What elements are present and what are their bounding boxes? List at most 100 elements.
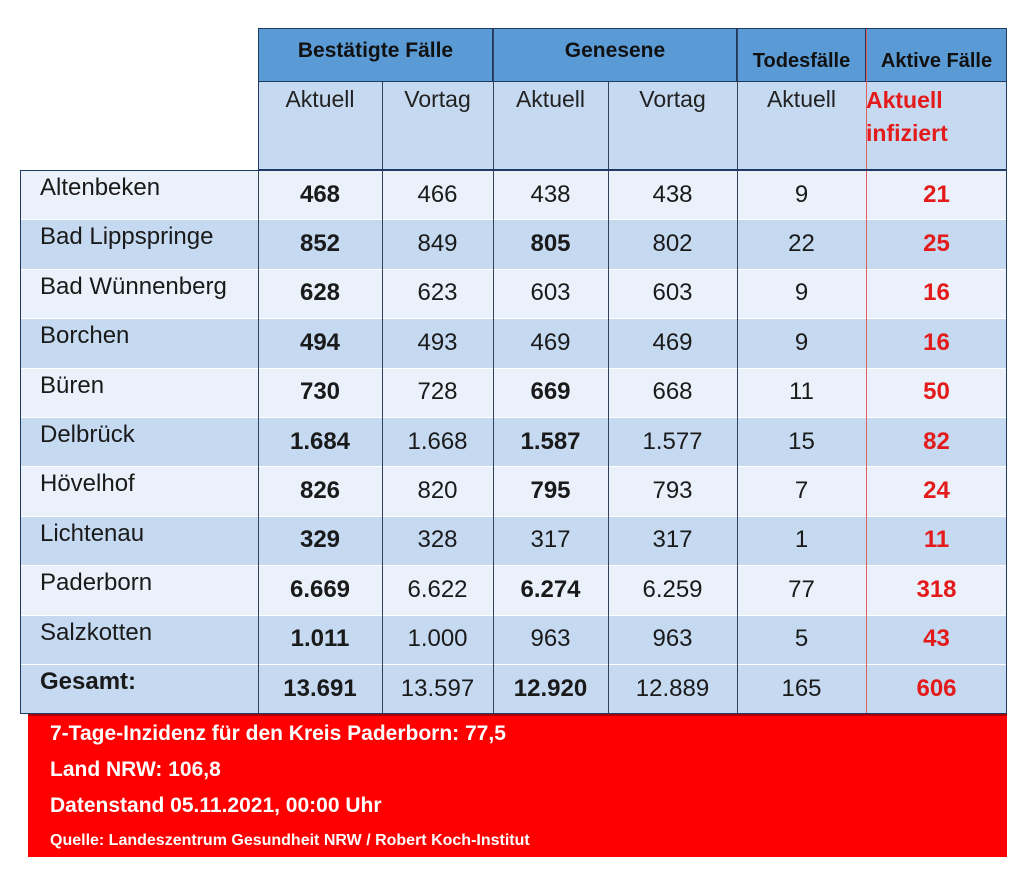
- table-row-4-value: 668: [608, 367, 737, 417]
- table-row-9-value: 43: [866, 614, 1007, 664]
- table-row-2-value: 16: [866, 268, 1007, 319]
- table-row-0-name: Altenbeken: [20, 170, 258, 220]
- source-text: Quelle: Landeszentrum Gesundheit NRW / R…: [50, 832, 530, 849]
- table-row-1-value: 22: [737, 219, 866, 269]
- subheader-deaths-current: Aktuell: [737, 82, 866, 170]
- table-row-5-value: 1.684: [258, 417, 382, 467]
- table-row-7-value: 317: [608, 515, 737, 566]
- table-row-4-name: Büren: [20, 367, 258, 417]
- table-row-3-value: 16: [866, 318, 1007, 368]
- table-row-2-value: 603: [493, 268, 608, 319]
- table-row-5-value: 82: [866, 417, 1007, 467]
- table-row-0-value: 9: [737, 170, 866, 220]
- table-row-9-name: Salzkotten: [20, 614, 258, 664]
- table-row-9-value: 5: [737, 614, 866, 664]
- table-row-4-value: 728: [382, 367, 493, 417]
- table-row-0-value: 21: [866, 170, 1007, 220]
- table-row-9-value: 1.000: [382, 614, 493, 664]
- table-row-8-value: 6.669: [258, 565, 382, 615]
- table-row-total-value: 13.597: [382, 664, 493, 714]
- table-row-7-value: 317: [493, 515, 608, 566]
- table-row-total-value: 13.691: [258, 664, 382, 714]
- table-row-9-value: 963: [493, 614, 608, 664]
- table-row-0-value: 438: [493, 170, 608, 220]
- table-row-5-value: 15: [737, 417, 866, 467]
- active-subheader-line: Aktuell: [866, 87, 943, 113]
- table-row-1-value: 849: [382, 219, 493, 269]
- table-row-2-value: 623: [382, 268, 493, 319]
- table-row-4-value: 11: [737, 367, 866, 417]
- table-row-6-value: 793: [608, 466, 737, 516]
- table-row-3-value: 469: [493, 318, 608, 368]
- header-confirmed-cases: Bestätigte Fälle: [258, 28, 493, 82]
- table-row-7-value: 11: [866, 515, 1007, 566]
- footer-info-box: 7-Tage-Inzidenz für den Kreis Paderborn:…: [28, 714, 1007, 857]
- table-row-0-value: 438: [608, 170, 737, 220]
- table-row-total-value: 12.889: [608, 664, 737, 714]
- subheader-confirmed-previous: Vortag: [382, 82, 493, 170]
- table-row-8-value: 6.622: [382, 565, 493, 615]
- subheader-active-infected: Aktuell infiziert: [866, 82, 1007, 170]
- column-divider: [382, 82, 383, 714]
- table-row-8-value: 77: [737, 565, 866, 615]
- row-separator: [20, 268, 1007, 270]
- table-row-4-value: 669: [493, 367, 608, 417]
- table-row-1-value: 802: [608, 219, 737, 269]
- column-divider: [737, 28, 738, 714]
- subheader-confirmed-current: Aktuell: [258, 82, 382, 170]
- table-row-3-value: 9: [737, 318, 866, 368]
- nrw-incidence-text: Land NRW: 106,8: [50, 758, 221, 781]
- table-row-5-name: Delbrück: [20, 417, 258, 467]
- row-separator: [20, 318, 1007, 320]
- table-row-6-value: 826: [258, 466, 382, 516]
- table-row-7-value: 1: [737, 515, 866, 566]
- table-row-2-value: 9: [737, 268, 866, 319]
- column-divider: [866, 28, 867, 714]
- table-row-6-value: 820: [382, 466, 493, 516]
- header-recovered: Genesene: [493, 28, 737, 82]
- table-row-4-value: 50: [866, 367, 1007, 417]
- table-row-2-value: 603: [608, 268, 737, 319]
- table-row-3-name: Borchen: [20, 318, 258, 368]
- column-divider: [608, 82, 609, 714]
- table-row-total-value: 606: [866, 664, 1007, 714]
- table-row-3-value: 469: [608, 318, 737, 368]
- row-separator: [20, 565, 1007, 567]
- table-row-6-value: 795: [493, 466, 608, 516]
- table-row-1-value: 852: [258, 219, 382, 269]
- table-row-3-value: 493: [382, 318, 493, 368]
- table-row-6-value: 24: [866, 466, 1007, 516]
- row-separator: [20, 367, 1007, 369]
- table-row-6-value: 7: [737, 466, 866, 516]
- table-row-8-value: 318: [866, 565, 1007, 615]
- table-row-4-value: 730: [258, 367, 382, 417]
- table-row-8-name: Paderborn: [20, 565, 258, 615]
- row-separator: [20, 515, 1007, 517]
- header-deaths: Todesfälle: [737, 28, 866, 82]
- row-separator: [20, 614, 1007, 616]
- data-date-text: Datenstand 05.11.2021, 00:00 Uhr: [50, 794, 382, 817]
- subheader-recovered-current: Aktuell: [493, 82, 608, 170]
- column-divider: [258, 28, 259, 714]
- table-row-7-value: 328: [382, 515, 493, 566]
- table-row-total-value: 12.920: [493, 664, 608, 714]
- table-row-9-value: 963: [608, 614, 737, 664]
- row-separator: [20, 664, 1007, 665]
- table-row-5-value: 1.668: [382, 417, 493, 467]
- table-row-total-name: Gesamt:: [20, 664, 258, 714]
- table-row-1-value: 805: [493, 219, 608, 269]
- row-separator: [20, 466, 1007, 468]
- table-row-1-name: Bad Lippspringe: [20, 219, 258, 269]
- table-row-9-value: 1.011: [258, 614, 382, 664]
- active-subheader-line: infiziert: [866, 120, 948, 147]
- table-row-5-value: 1.577: [608, 417, 737, 467]
- table-row-6-name: Hövelhof: [20, 466, 258, 516]
- table-row-2-name: Bad Wünnenberg: [20, 268, 258, 319]
- table-row-5-value: 1.587: [493, 417, 608, 467]
- table-row-total-value: 165: [737, 664, 866, 714]
- column-divider: [493, 28, 494, 714]
- table-row-8-value: 6.274: [493, 565, 608, 615]
- table-row-3-value: 494: [258, 318, 382, 368]
- table-row-0-value: 466: [382, 170, 493, 220]
